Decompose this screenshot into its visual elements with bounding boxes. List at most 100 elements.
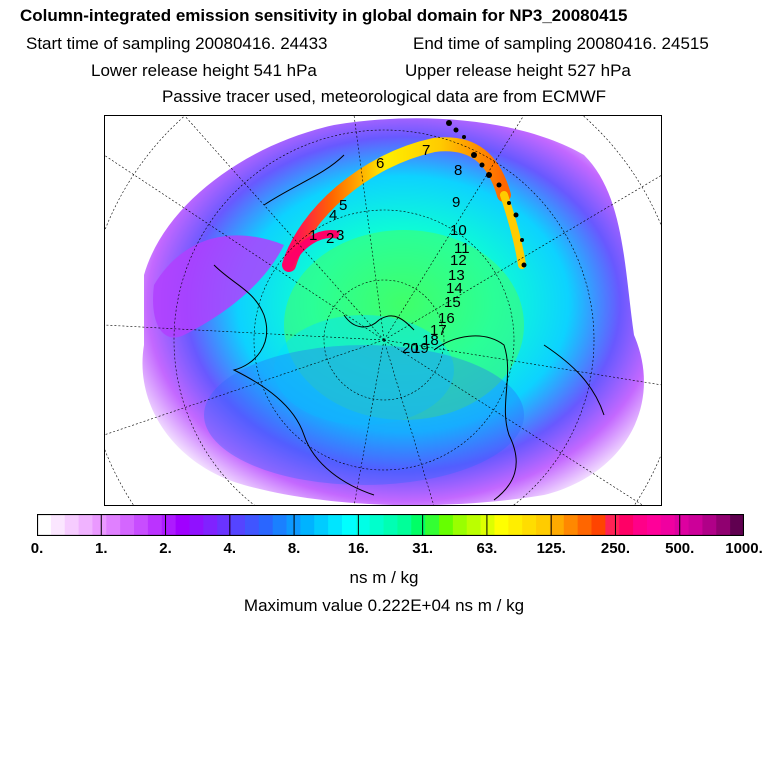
day-label: 9 [452,194,460,211]
colorbar [37,514,744,536]
colorbar-cell [633,514,648,536]
colorbar-cell [466,514,482,536]
colorbar-tick-label: 1000. [725,540,763,557]
day-label: 15 [444,294,461,311]
colorbar-cell [411,514,426,536]
colorbar-cell [674,514,690,536]
colorbar-cell [37,514,52,536]
colorbar-tick-label: 250. [600,540,631,557]
arc-tail [500,191,526,269]
day-label: 7 [422,142,430,159]
max-value-label: Maximum value 0.222E+04 ns m / kg [243,596,525,615]
colorbar-cell [314,514,329,536]
graticule [104,115,662,506]
lower-release-label: Lower release height 541 hPa [91,61,317,80]
day-label: 14 [446,280,463,297]
colorbar-tick-label: 500. [665,540,695,557]
tracer-note: Passive tracer used, meteorological data… [161,87,607,106]
colorbar-cell [258,514,274,536]
arc-hotspot [285,230,340,267]
colorbar-cell [272,514,288,536]
highlight-clusters [446,120,527,268]
colorbar-cell [605,514,620,536]
colorbar-cell [189,514,204,536]
colorbar-cells [37,514,744,536]
colorbar-cell [522,514,537,536]
arctic-cyan [274,315,454,425]
colorbar-cell [341,514,357,536]
colorbar-cell [702,514,717,536]
day-label: 4 [329,207,337,224]
colorbar-cell [494,514,509,536]
southern-blue [204,345,524,485]
colorbar-cell [134,514,149,536]
day-label: 5 [339,197,347,214]
colorbar-tick-label: 16. [347,540,369,557]
colorbar-cell [217,514,232,536]
colorbar-cell [688,514,704,536]
day-label: 16 [438,310,455,327]
colorbar-cell [730,514,744,536]
coastlines [213,154,605,501]
day-label: 17 [430,322,447,339]
day-label: 10 [450,222,467,239]
colorbar-tick-label: 2. [159,540,172,557]
colorbar-cell [716,514,731,536]
colorbar-cell [508,514,523,536]
end-time-label: End time of sampling 20080416. 24515 [413,34,709,53]
day-label: 8 [454,162,462,179]
day-label: 1 [309,227,317,244]
colorbar-cell [147,514,163,536]
colorbar-cell [64,514,80,536]
colorbar-cell [231,514,246,536]
colorbar-cell [563,514,579,536]
colorbar-cell [355,514,371,536]
day-label: 12 [450,252,467,269]
colorbar-cell [300,514,315,536]
day-label: 19 [412,340,429,357]
colorbar-cell [591,514,606,536]
colorbar-cell [452,514,468,536]
day-label: 13 [448,267,465,284]
colorbar-tick-label: 0. [30,540,44,557]
colorbar-cell [203,514,218,536]
colorbar-tick-label: 4. [223,540,237,557]
colorbar-cell [660,514,676,536]
emission-sensitivity-map: 1 2 3 4 5 6 7 8 9 10 11 12 13 14 15 16 1… [104,115,662,506]
colorbar-tick-label: 125. [536,540,566,557]
colorbar-cell [480,514,496,536]
day-label: 18 [422,332,439,349]
colorbar-cell [120,514,135,536]
start-time-label: Start time of sampling 20080416. 24433 [26,34,328,53]
colorbar-tick-label: 1. [95,540,108,557]
western-plume [153,235,284,338]
colorbar-cell [549,514,565,536]
day-label: 6 [376,155,384,172]
plot-title: Column-integrated emission sensitivity i… [20,6,628,25]
colorbar-cell [383,514,399,536]
colorbar-cell [397,514,412,536]
colorbar-cell [244,514,260,536]
colorbar-cell [92,514,107,536]
colorbar-cell [175,514,191,536]
colorbar-tick-label: 8. [287,540,301,557]
units-label: ns m / kg [349,568,419,587]
colorbar-cell [577,514,593,536]
day-label: 2 [326,230,334,247]
colorbar-tick-label: 63. [476,540,498,557]
day-labels: 1 2 3 4 5 6 7 8 9 10 11 12 13 14 15 16 1… [309,142,470,357]
colorbar-cell [619,514,634,536]
upper-release-label: Upper release height 527 hPa [405,61,631,80]
colorbar-tick-label: 31. [412,540,434,557]
colorbar-cell [646,514,662,536]
colorbar-cell [439,514,454,536]
colorbar-frame [37,514,744,536]
colorbar-cell [328,514,343,536]
colorbar-cell [106,514,121,536]
colorbar-cell [536,514,551,536]
map-frame [104,115,662,506]
day-label: 3 [336,227,344,244]
transport-arc [282,137,511,272]
colorbar-cell [425,514,440,536]
central-core [284,230,524,420]
